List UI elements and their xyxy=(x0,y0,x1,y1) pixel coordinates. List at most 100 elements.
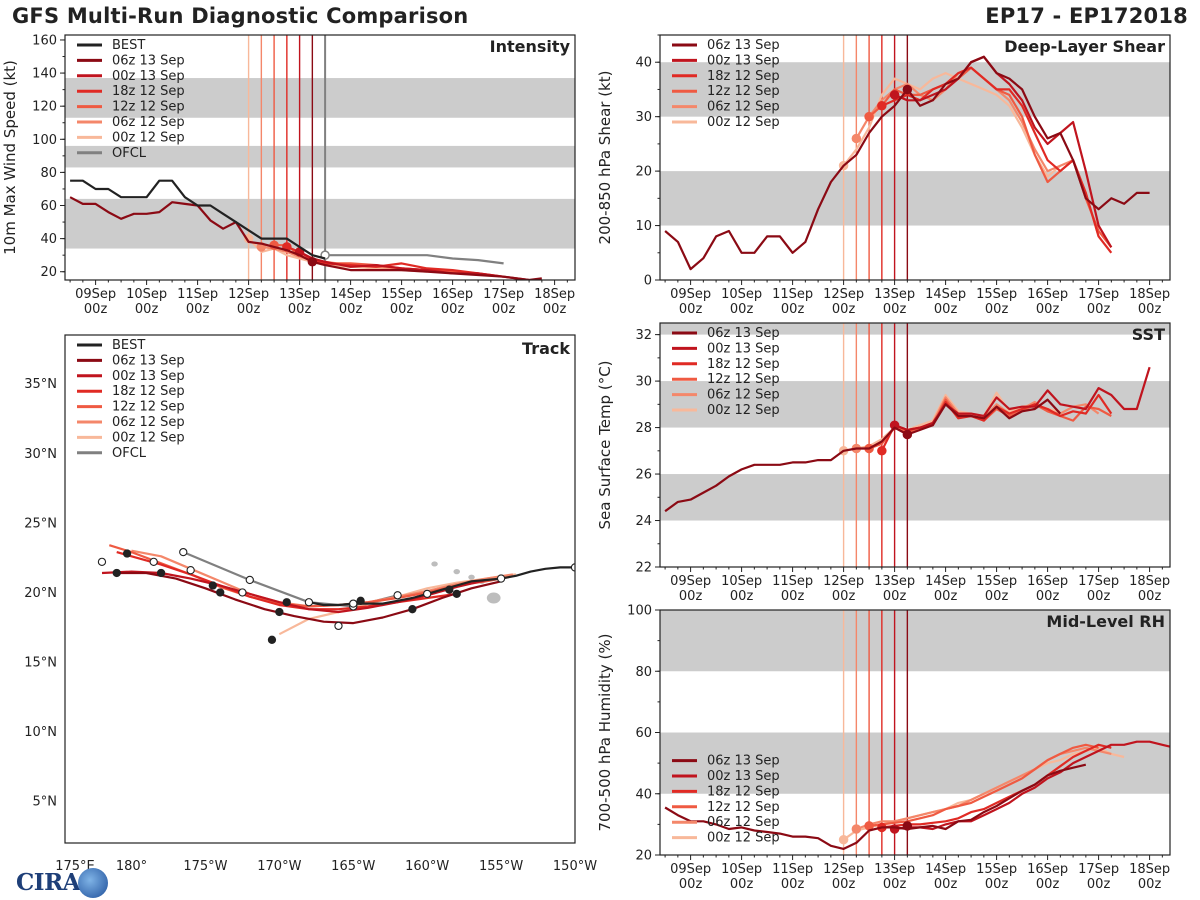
rh-xtick-label: 13Sep xyxy=(874,862,915,877)
sst-xtick-label: 12Sep xyxy=(823,574,864,589)
track-position-marker xyxy=(496,574,506,583)
intensity-xtick-label: 17Sep xyxy=(483,287,524,302)
track-position-marker xyxy=(349,599,358,608)
intensity-legend-06z-12-sep: 06z 12 Sep xyxy=(77,115,185,130)
intensity-frame xyxy=(64,34,576,281)
intensity-xtick-label: 00z xyxy=(492,302,516,317)
rh-legend-label: 06z 13 Sep xyxy=(707,754,780,769)
shear-legend-label: 06z 12 Sep xyxy=(707,100,780,115)
intensity-series-06z-13-sep xyxy=(69,196,542,280)
shear-legend-label: 06z 13 Sep xyxy=(707,38,780,53)
intensity-ytick-label: 60 xyxy=(40,199,57,214)
shear-series-00z-12-sep xyxy=(842,71,1062,178)
rh-legend-00z-13-sep: 00z 13 Sep xyxy=(672,769,780,784)
shear-ytick-label: 10 xyxy=(635,219,652,234)
intensity-xtick-label: 09Sep xyxy=(75,287,116,302)
intensity-xtick-label: 15Sep xyxy=(381,287,422,302)
track-legend-label: 00z 13 Sep xyxy=(112,369,185,384)
intensity-legend-ofcl: OFCL xyxy=(77,146,147,161)
shear-xtick-label: 09Sep xyxy=(670,287,711,302)
intensity-xtick-label: 00z xyxy=(84,302,108,317)
rh-ylabel: 700-500 hPa Humidity (%) xyxy=(596,633,614,831)
track-position-marker xyxy=(282,598,291,607)
track-position-marker xyxy=(393,591,402,600)
sst-legend-label: 18z 12 Sep xyxy=(707,357,780,372)
track-legend-label: 00z 12 Sep xyxy=(112,430,185,445)
rh-legend-18z-12-sep: 18z 12 Sep xyxy=(672,784,780,799)
intensity-marker-06z-13-sep xyxy=(307,257,318,267)
shear-marker-12z-12-sep xyxy=(864,111,874,122)
intensity-xtick-label: 00z xyxy=(237,302,261,317)
cira-logo-text: CIRA xyxy=(16,869,81,896)
sst-xtick-label: 00z xyxy=(1087,589,1111,604)
track-series-06z-13-sep xyxy=(116,571,502,625)
intensity-series-best xyxy=(70,179,326,260)
sst-legend-label: 06z 13 Sep xyxy=(707,326,780,341)
intensity-legend-00z-12-sep: 00z 12 Sep xyxy=(77,130,185,145)
shear-xtick-label: 00z xyxy=(985,302,1009,317)
track-legend-label: 06z 12 Sep xyxy=(112,415,185,430)
track-position-marker xyxy=(186,566,195,575)
shear-xtick-label: 00z xyxy=(934,302,958,317)
track-lon-label: 180° xyxy=(116,859,147,874)
intensity-xtick-label: 00z xyxy=(135,302,159,317)
intensity-xtick-label: 00z xyxy=(390,302,414,317)
rh-legend-label: 12z 12 Sep xyxy=(707,800,780,815)
rh-xtick-label: 11Sep xyxy=(772,862,813,877)
intensity-legend-06z-13-sep: 06z 13 Sep xyxy=(77,53,185,68)
rh-xtick-label: 09Sep xyxy=(670,862,711,877)
rh-xtick-label: 16Sep xyxy=(1027,862,1068,877)
track-legend-label: OFCL xyxy=(112,446,147,461)
rh-legend-06z-13-sep: 06z 13 Sep xyxy=(672,754,780,769)
shear-ytick-label: 30 xyxy=(635,110,652,125)
rh-xtick-label: 18Sep xyxy=(1129,862,1170,877)
intensity-xtick-label: 12Sep xyxy=(228,287,269,302)
rh-marker-06z-13-sep xyxy=(902,821,913,831)
track-series-00z-13-sep xyxy=(101,570,487,614)
track-legend-12z-12-sep: 12z 12 Sep xyxy=(77,400,185,415)
shear-marker-06z-12-sep xyxy=(851,133,862,144)
intensity-legend-18z-12-sep: 18z 12 Sep xyxy=(77,84,185,99)
shear-legend-06z-12-sep: 06z 12 Sep xyxy=(672,100,780,115)
sst-xtick-label: 00z xyxy=(985,589,1009,604)
track-position-marker xyxy=(149,557,158,567)
intensity-panel: 2040608010012014016009Sep00z10Sep00z11Se… xyxy=(1,33,576,317)
rh-xtick-label: 00z xyxy=(832,877,856,892)
intensity-title: Intensity xyxy=(490,37,571,56)
track-title: Track xyxy=(522,339,570,358)
sst-ytick-label: 32 xyxy=(635,328,652,343)
rh-band xyxy=(660,732,1170,794)
intensity-xtick-label: 14Sep xyxy=(330,287,371,302)
hawaii-island xyxy=(486,592,501,604)
rh-xtick-label: 00z xyxy=(985,877,1009,892)
rh-plot-area xyxy=(660,610,1170,855)
intensity-series-ofcl xyxy=(325,254,504,265)
rh-xtick-label: 17Sep xyxy=(1078,862,1119,877)
track-lat-label: 30°N xyxy=(24,447,57,462)
track-position-marker xyxy=(423,589,432,599)
shear-series-00z-13-sep xyxy=(894,55,1113,248)
sst-xtick-label: 10Sep xyxy=(721,574,762,589)
rh-ytick-label: 40 xyxy=(635,787,652,802)
rh-marker-00z-13-sep xyxy=(889,824,900,834)
track-position-marker xyxy=(304,598,314,607)
shear-panel: 01020304009Sep00z10Sep00z11Sep00z12Sep00… xyxy=(596,34,1171,317)
intensity-xtick-label: 00z xyxy=(543,302,567,317)
intensity-ytick-label: 140 xyxy=(32,67,57,82)
rh-series-00z-13-sep xyxy=(894,740,1170,831)
track-lat-label: 15°N xyxy=(24,656,57,671)
rh-legend-12z-12-sep: 12z 12 Sep xyxy=(672,800,780,815)
rh-series-06z-13-sep xyxy=(664,763,1087,851)
sst-xtick-label: 11Sep xyxy=(772,574,813,589)
intensity-ytick-label: 20 xyxy=(40,265,57,280)
shear-xtick-label: 00z xyxy=(1087,302,1111,317)
shear-ylabel: 200-850 hPa Shear (kt) xyxy=(596,71,614,245)
rh-marker-06z-12-sep xyxy=(851,824,862,834)
track-position-marker xyxy=(122,549,132,558)
track-lat-label: 5°N xyxy=(33,795,58,810)
track-lon-label: 160°W xyxy=(405,859,449,874)
shear-legend-label: 00z 13 Sep xyxy=(707,53,780,68)
track-series-12z-12-sep xyxy=(108,544,509,608)
intensity-ylabel: 10m Max Wind Speed (kt) xyxy=(1,60,19,255)
